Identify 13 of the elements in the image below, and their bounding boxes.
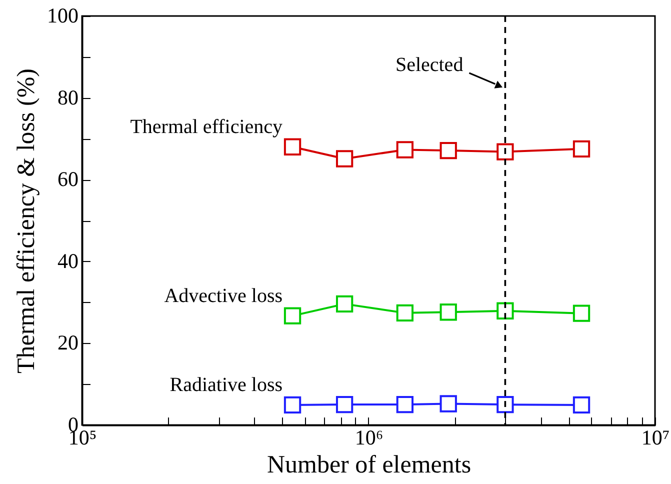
y-tick-label: 100 xyxy=(47,4,78,28)
series-label: Advective loss xyxy=(164,284,283,307)
x-axis-title: Number of elements xyxy=(266,452,472,478)
y-tick-label: 60 xyxy=(58,167,78,192)
x-tick-label: 10⁶ xyxy=(354,426,384,450)
x-tick-label: 10⁷ xyxy=(641,426,670,450)
ref-line-label: Selected xyxy=(395,54,464,76)
y-axis-title: Thermal efficiency & loss (%) xyxy=(13,68,40,374)
y-tick-label: 20 xyxy=(58,330,78,355)
y-tick-label: 40 xyxy=(58,248,78,273)
series-label: Thermal efficiency xyxy=(130,116,283,138)
series-label: Radiative loss xyxy=(170,374,283,396)
y-tick-label: 80 xyxy=(58,85,78,110)
